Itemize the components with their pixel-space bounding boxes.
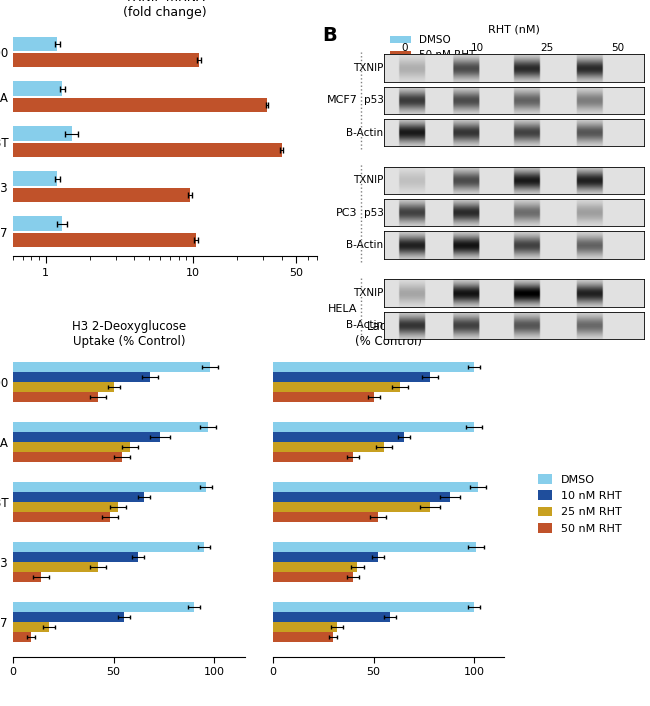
Bar bbox=[273, 562, 358, 573]
Text: 25: 25 bbox=[541, 43, 554, 53]
Text: B-Actin: B-Actin bbox=[346, 321, 384, 330]
Bar bbox=[273, 432, 404, 443]
Bar bbox=[13, 503, 118, 513]
Bar bbox=[13, 612, 124, 622]
Bar bbox=[273, 453, 354, 462]
Bar bbox=[273, 422, 474, 432]
Bar bbox=[13, 562, 98, 573]
Legend: DMSO, 10 nM RHT, 25 nM RHT, 50 nM RHT: DMSO, 10 nM RHT, 25 nM RHT, 50 nM RHT bbox=[538, 474, 621, 534]
Bar bbox=[13, 492, 144, 503]
Bar bbox=[13, 383, 114, 393]
Bar bbox=[13, 602, 194, 612]
Bar bbox=[273, 362, 474, 372]
Bar bbox=[0, 53, 199, 67]
Bar bbox=[273, 383, 400, 393]
Bar bbox=[0, 98, 267, 112]
Text: TXNIP: TXNIP bbox=[353, 288, 384, 298]
Bar bbox=[13, 482, 206, 492]
Bar bbox=[273, 573, 354, 582]
Text: B: B bbox=[322, 26, 337, 45]
Bar bbox=[273, 612, 390, 622]
Bar bbox=[13, 362, 211, 372]
Text: B-Actin: B-Actin bbox=[346, 128, 384, 138]
Bar bbox=[13, 393, 98, 402]
Bar bbox=[0, 126, 72, 140]
Title: TXNIP mRNA
(fold change): TXNIP mRNA (fold change) bbox=[124, 0, 207, 18]
Bar bbox=[13, 513, 110, 522]
Bar bbox=[273, 622, 337, 633]
Bar bbox=[273, 482, 478, 492]
Text: HELA: HELA bbox=[328, 304, 358, 314]
Text: TXNIP: TXNIP bbox=[353, 176, 384, 186]
Text: 10: 10 bbox=[471, 43, 484, 53]
Bar bbox=[13, 432, 160, 443]
Bar bbox=[273, 393, 374, 402]
Bar bbox=[0, 233, 196, 247]
Bar bbox=[13, 453, 122, 462]
Bar bbox=[273, 602, 474, 612]
Bar bbox=[273, 503, 430, 513]
Text: B-Actin: B-Actin bbox=[346, 240, 384, 250]
Bar bbox=[273, 443, 384, 453]
Text: RHT (nM): RHT (nM) bbox=[488, 25, 540, 35]
Legend: DMSO, 50 nM RHT: DMSO, 50 nM RHT bbox=[386, 31, 480, 65]
Title: H3 2-Deoxyglucose
Uptake (% Control): H3 2-Deoxyglucose Uptake (% Control) bbox=[72, 321, 186, 348]
Bar bbox=[13, 552, 138, 562]
Bar bbox=[273, 492, 450, 503]
Bar bbox=[0, 172, 57, 186]
Bar bbox=[13, 633, 31, 642]
Bar bbox=[13, 542, 204, 552]
Bar bbox=[273, 552, 378, 562]
Text: p53: p53 bbox=[363, 208, 383, 217]
Bar bbox=[13, 573, 41, 582]
Text: MCF7: MCF7 bbox=[327, 95, 358, 105]
Bar bbox=[13, 622, 49, 633]
Bar bbox=[0, 37, 57, 51]
Text: TXNIP: TXNIP bbox=[353, 63, 384, 73]
Bar bbox=[0, 188, 190, 202]
Bar bbox=[273, 633, 333, 642]
Text: 50: 50 bbox=[611, 43, 624, 53]
Text: PC3: PC3 bbox=[336, 208, 358, 217]
Bar bbox=[0, 143, 281, 157]
Bar bbox=[0, 81, 62, 96]
Bar bbox=[13, 372, 150, 383]
Bar bbox=[273, 372, 430, 383]
Bar bbox=[273, 513, 378, 522]
Bar bbox=[13, 443, 130, 453]
Bar bbox=[273, 542, 476, 552]
Title: Lactate
(% Control): Lactate (% Control) bbox=[355, 321, 422, 348]
Bar bbox=[13, 422, 208, 432]
Text: p53: p53 bbox=[363, 95, 383, 105]
Text: 0: 0 bbox=[401, 43, 408, 53]
Bar bbox=[0, 217, 62, 231]
